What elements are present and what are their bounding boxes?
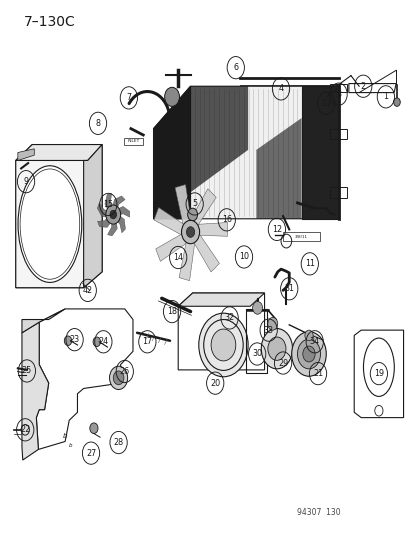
Text: 24: 24: [98, 337, 108, 346]
Circle shape: [186, 227, 194, 237]
Polygon shape: [153, 86, 190, 219]
Text: 2: 2: [360, 82, 365, 91]
Text: 31: 31: [284, 284, 294, 293]
Polygon shape: [107, 219, 117, 236]
Polygon shape: [190, 86, 247, 192]
Text: 34: 34: [309, 337, 319, 346]
Text: 1: 1: [382, 92, 387, 101]
Text: 3: 3: [335, 90, 340, 99]
Circle shape: [113, 371, 123, 385]
Polygon shape: [22, 322, 49, 460]
Polygon shape: [123, 138, 143, 144]
Polygon shape: [155, 232, 190, 261]
Polygon shape: [301, 86, 338, 219]
Circle shape: [181, 220, 199, 244]
Text: 30: 30: [252, 350, 261, 359]
Polygon shape: [112, 196, 125, 211]
Text: 21: 21: [312, 369, 322, 378]
Text: 19: 19: [373, 369, 383, 378]
Circle shape: [110, 211, 116, 219]
Text: 3/8/11: 3/8/11: [294, 235, 307, 239]
Text: 10: 10: [238, 253, 248, 262]
Polygon shape: [97, 203, 110, 217]
Circle shape: [164, 87, 179, 107]
Polygon shape: [115, 214, 125, 233]
Text: 6: 6: [233, 63, 238, 72]
Polygon shape: [22, 309, 65, 333]
Polygon shape: [83, 144, 102, 288]
Circle shape: [106, 205, 120, 224]
Text: INLET: INLET: [127, 139, 139, 143]
Polygon shape: [18, 149, 34, 160]
Circle shape: [64, 336, 71, 345]
Text: 42: 42: [83, 286, 93, 295]
Text: 14: 14: [173, 253, 183, 262]
Polygon shape: [154, 207, 186, 238]
Circle shape: [90, 423, 98, 433]
Text: 8: 8: [95, 119, 100, 128]
Circle shape: [93, 337, 100, 346]
Circle shape: [211, 329, 235, 361]
Polygon shape: [192, 230, 219, 272]
Text: 4: 4: [278, 84, 283, 93]
Polygon shape: [16, 144, 102, 160]
Text: 17: 17: [142, 337, 152, 346]
Text: 9: 9: [24, 177, 28, 186]
Circle shape: [252, 302, 262, 314]
Polygon shape: [115, 206, 129, 217]
Polygon shape: [179, 237, 195, 281]
Polygon shape: [187, 189, 216, 228]
Ellipse shape: [18, 166, 82, 282]
Text: 16: 16: [221, 215, 231, 224]
Polygon shape: [192, 222, 227, 236]
Text: 23: 23: [69, 335, 79, 344]
Text: 94307  130: 94307 130: [297, 508, 340, 517]
Text: 25: 25: [22, 367, 32, 375]
Circle shape: [302, 346, 314, 362]
Text: 13: 13: [320, 99, 330, 108]
Circle shape: [187, 208, 197, 221]
Polygon shape: [97, 216, 112, 228]
Polygon shape: [178, 293, 264, 306]
Polygon shape: [175, 184, 191, 231]
Text: 32: 32: [224, 313, 234, 322]
Circle shape: [267, 317, 277, 330]
Text: 20: 20: [210, 378, 220, 387]
Text: 33: 33: [263, 326, 273, 335]
Polygon shape: [190, 86, 301, 219]
Polygon shape: [104, 193, 113, 213]
Text: 15: 15: [103, 200, 113, 209]
Circle shape: [109, 366, 127, 390]
Text: 5: 5: [192, 199, 197, 208]
Text: 29: 29: [277, 359, 287, 367]
Text: 28: 28: [113, 438, 123, 447]
Circle shape: [261, 328, 292, 369]
Text: b: b: [69, 443, 72, 448]
Circle shape: [198, 313, 247, 377]
Circle shape: [291, 332, 325, 376]
Text: 7: 7: [126, 93, 131, 102]
Text: 7–130C: 7–130C: [24, 14, 76, 29]
Text: 26: 26: [119, 367, 130, 376]
Polygon shape: [256, 118, 301, 219]
Text: 11: 11: [304, 260, 314, 268]
Polygon shape: [16, 160, 88, 288]
Circle shape: [393, 98, 399, 107]
Circle shape: [297, 339, 320, 369]
Text: 27: 27: [86, 449, 96, 458]
Circle shape: [267, 337, 285, 360]
Text: 12: 12: [271, 225, 281, 234]
Text: 22: 22: [20, 425, 30, 434]
Polygon shape: [282, 232, 319, 241]
Circle shape: [304, 330, 312, 341]
Text: b: b: [63, 433, 67, 439]
Text: 18: 18: [166, 307, 177, 316]
